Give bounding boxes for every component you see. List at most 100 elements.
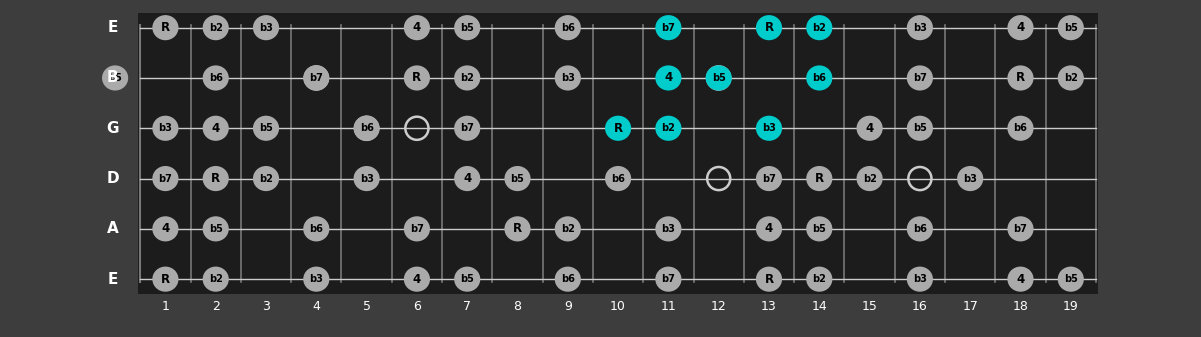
Text: 10: 10: [610, 300, 626, 313]
Ellipse shape: [806, 267, 832, 292]
Text: b6: b6: [359, 123, 374, 133]
Text: b5: b5: [1064, 274, 1077, 284]
Text: b6: b6: [812, 73, 826, 83]
Ellipse shape: [806, 65, 832, 91]
Text: b7: b7: [662, 274, 675, 284]
Text: 4: 4: [312, 300, 321, 313]
Ellipse shape: [404, 216, 430, 241]
Text: b2: b2: [812, 274, 826, 284]
Text: b3: b3: [913, 274, 927, 284]
Text: 4: 4: [765, 222, 773, 235]
Text: R: R: [765, 273, 773, 286]
Text: b6: b6: [209, 73, 222, 83]
Ellipse shape: [203, 65, 229, 91]
Text: b3: b3: [310, 274, 323, 284]
Ellipse shape: [1058, 65, 1083, 91]
Text: R: R: [412, 71, 422, 85]
Text: b5: b5: [108, 73, 123, 83]
Ellipse shape: [153, 216, 179, 241]
Ellipse shape: [454, 116, 480, 141]
Text: B: B: [107, 70, 119, 86]
Ellipse shape: [1008, 216, 1034, 241]
Text: 6: 6: [413, 300, 420, 313]
Ellipse shape: [907, 15, 933, 40]
Text: 4: 4: [211, 122, 220, 135]
Ellipse shape: [253, 15, 279, 40]
Ellipse shape: [203, 15, 229, 40]
Ellipse shape: [404, 15, 430, 40]
Ellipse shape: [153, 15, 179, 40]
Text: 9: 9: [563, 300, 572, 313]
Text: b5: b5: [209, 224, 222, 234]
Ellipse shape: [1008, 267, 1034, 292]
Text: b2: b2: [460, 73, 474, 83]
Text: 15: 15: [861, 300, 878, 313]
Ellipse shape: [404, 65, 430, 91]
Ellipse shape: [102, 65, 129, 91]
Text: b5: b5: [812, 224, 826, 234]
Ellipse shape: [907, 216, 933, 241]
Text: b6: b6: [913, 224, 927, 234]
Text: b5: b5: [712, 73, 725, 83]
Ellipse shape: [404, 267, 430, 292]
Text: b2: b2: [662, 123, 675, 133]
Ellipse shape: [153, 116, 179, 141]
Text: 4: 4: [464, 172, 471, 185]
Ellipse shape: [303, 216, 329, 241]
Text: b3: b3: [963, 174, 978, 184]
Text: R: R: [765, 21, 773, 34]
Ellipse shape: [656, 216, 681, 241]
Text: 4: 4: [1016, 273, 1024, 286]
Text: b6: b6: [561, 23, 575, 33]
Ellipse shape: [907, 65, 933, 91]
Ellipse shape: [504, 166, 531, 191]
Text: 14: 14: [812, 300, 827, 313]
Text: D: D: [107, 171, 119, 186]
Text: b5: b5: [510, 174, 525, 184]
Text: 8: 8: [514, 300, 521, 313]
Text: b2: b2: [259, 174, 273, 184]
Ellipse shape: [755, 267, 782, 292]
Text: R: R: [1016, 71, 1026, 85]
Text: b3: b3: [913, 23, 927, 33]
Text: b3: b3: [763, 123, 776, 133]
Text: 1: 1: [161, 300, 169, 313]
Text: G: G: [107, 121, 119, 136]
Ellipse shape: [353, 166, 380, 191]
Text: b6: b6: [310, 224, 323, 234]
Text: 4: 4: [161, 222, 169, 235]
Text: 7: 7: [464, 300, 471, 313]
Text: b2: b2: [561, 224, 575, 234]
Text: R: R: [614, 122, 622, 135]
Ellipse shape: [454, 267, 480, 292]
Text: b3: b3: [662, 224, 675, 234]
Text: b7: b7: [310, 73, 323, 83]
Text: A: A: [107, 221, 119, 236]
Ellipse shape: [806, 15, 832, 40]
Text: 17: 17: [962, 300, 978, 313]
Ellipse shape: [755, 116, 782, 141]
Text: 4: 4: [1016, 21, 1024, 34]
Text: b6: b6: [611, 174, 625, 184]
Ellipse shape: [454, 65, 480, 91]
Text: R: R: [161, 273, 171, 286]
Ellipse shape: [755, 216, 782, 241]
Ellipse shape: [1008, 65, 1034, 91]
Text: b7: b7: [913, 73, 927, 83]
Ellipse shape: [856, 116, 883, 141]
Text: 11: 11: [661, 300, 676, 313]
Text: b5: b5: [460, 23, 474, 33]
Ellipse shape: [806, 166, 832, 191]
Text: R: R: [211, 172, 220, 185]
Text: b7: b7: [763, 174, 776, 184]
Text: 3: 3: [262, 300, 270, 313]
Text: 19: 19: [1063, 300, 1078, 313]
Text: 16: 16: [912, 300, 927, 313]
Text: 4: 4: [413, 21, 422, 34]
Text: 13: 13: [761, 300, 777, 313]
Ellipse shape: [1008, 116, 1034, 141]
Text: b3: b3: [159, 123, 173, 133]
FancyBboxPatch shape: [138, 12, 1099, 294]
Ellipse shape: [806, 216, 832, 241]
Ellipse shape: [253, 116, 279, 141]
